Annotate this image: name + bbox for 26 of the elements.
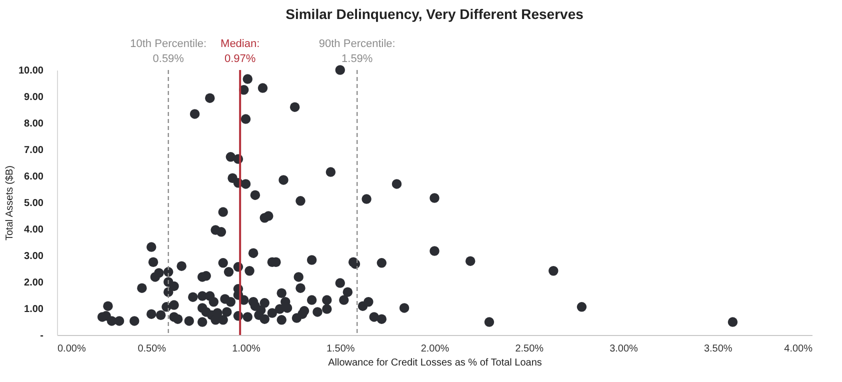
ref-line-label: Median: 0.97% bbox=[220, 38, 260, 65]
x-axis-title: Allowance for Credit Losses as % of Total Loans bbox=[328, 358, 542, 368]
ref-line-label: 90th Percentile: 1.59% bbox=[318, 38, 396, 65]
y-tick-label: 1.00 bbox=[24, 304, 44, 315]
y-tick-label: 4.00 bbox=[24, 224, 44, 236]
y-tick-label: 6.00 bbox=[24, 172, 44, 182]
y-axis-title: Total Assets ($B) bbox=[4, 165, 16, 241]
y-tick-label: 8.00 bbox=[24, 118, 44, 130]
y-tick-label: - bbox=[40, 330, 44, 342]
chart-title: Similar Delinquency, Very Different Reserves bbox=[286, 6, 584, 22]
x-tick-label: 1.50% bbox=[326, 344, 355, 354]
y-tick-label: 9.00 bbox=[24, 92, 44, 103]
x-tick-label: 4.00% bbox=[784, 344, 813, 354]
y-tick-label: 10.00 bbox=[18, 66, 44, 76]
y-tick-label: 3.00 bbox=[24, 251, 44, 262]
x-tick-label: 0.00% bbox=[58, 344, 86, 354]
x-tick-label: 2.50% bbox=[515, 344, 544, 354]
x-tick-label: 2.00% bbox=[420, 344, 450, 354]
y-tick-label: 5.00 bbox=[24, 198, 44, 209]
y-tick-label: 2.00 bbox=[24, 278, 44, 288]
ref-line-label: 10th Percentile: 0.59% bbox=[130, 38, 207, 65]
x-tick-label: 0.50% bbox=[138, 344, 166, 354]
x-tick-label: 1.00% bbox=[232, 344, 261, 354]
x-tick-label: 3.00% bbox=[610, 344, 638, 354]
x-tick-label: 3.50% bbox=[704, 344, 732, 354]
y-tick-label: 7.00 bbox=[24, 145, 44, 156]
